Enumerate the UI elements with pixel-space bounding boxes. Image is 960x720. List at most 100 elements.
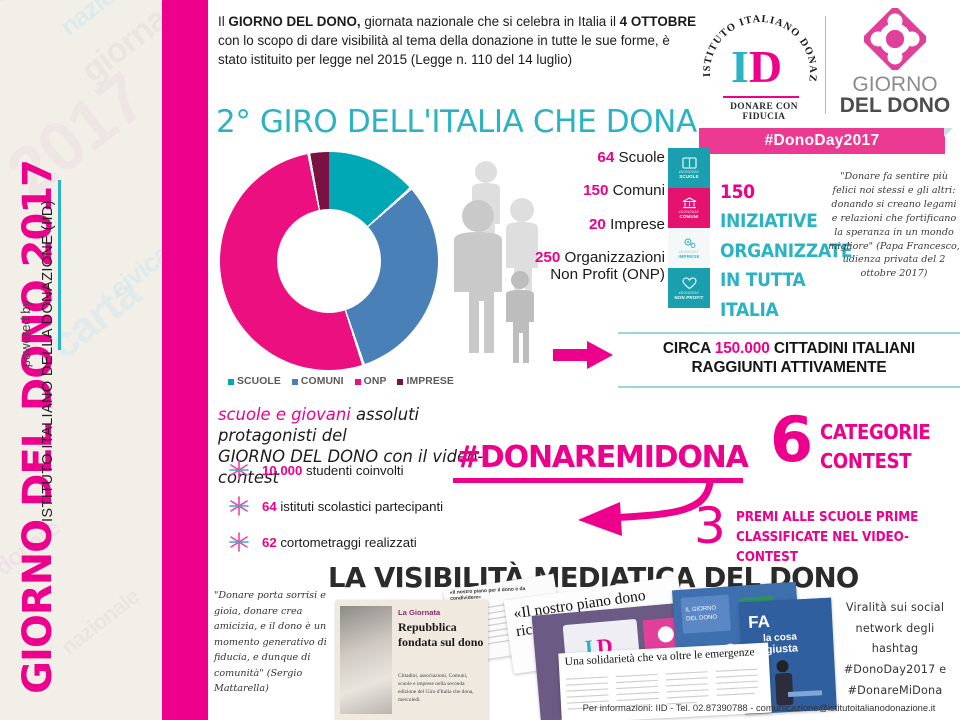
badge-top-imprese: #DONODAY — [678, 250, 700, 254]
legend-swatch-imprese — [397, 378, 404, 385]
badge-top-nonprofit: #DONODAY — [678, 290, 700, 295]
bullet-text-2: 64 istituti scolastici partecipanti — [262, 499, 443, 514]
legend-label-imprese: IMPRESE — [406, 376, 454, 387]
donut-hole — [277, 209, 381, 313]
sg-highlight: scuole e giovani — [218, 405, 351, 424]
chart-legend: SCUOLE COMUNI ONP IMPRESE — [228, 376, 454, 387]
iid-arc-text-icon: ISTITUTO ITALIANO DONAZIONE — [701, 12, 817, 83]
badge-top-scuole: #DONODAY — [678, 170, 700, 174]
contest-three-text: PREMI ALLE SCUOLE PRIME CLASSIFICATE NEL… — [736, 508, 960, 568]
asterisk-icon — [229, 460, 249, 480]
logo-rule — [723, 96, 799, 98]
badge-top-comuni: #DONODAY — [678, 210, 700, 214]
circa-rule-bottom — [618, 386, 960, 388]
virality-block: Viralità sui social network degli hashta… — [832, 598, 958, 702]
virality-line3: hashtag — [871, 642, 919, 656]
text-columns-icon — [565, 668, 759, 710]
stat-label-comuni: Comuni — [612, 182, 665, 200]
circa-rule-top — [618, 332, 960, 334]
legend-item-comuni: COMUNI — [291, 376, 344, 387]
arrow-right-icon — [553, 341, 613, 369]
badge-comuni: #DONODAY COMUNI — [668, 188, 710, 228]
stats-list: 64 Scuole 150 Comuni 20 Imprese 250 Orga… — [500, 149, 665, 300]
giorno-del-dono-logo: GIORNO DEL DONO — [839, 5, 951, 118]
bullet-num-2: 64 — [262, 498, 277, 514]
clipping-newspaper-a: La Giornata Repubblica fondata sul dono … — [336, 600, 488, 720]
stat-num-imprese: 20 — [588, 215, 606, 233]
donut-chart: SCUOLE COMUNI ONP IMPRESE — [216, 152, 454, 387]
heart-icon — [681, 276, 697, 289]
logo-divider — [825, 16, 827, 114]
hashtag-underline — [453, 478, 743, 483]
stat-imprese: 20 Imprese — [500, 215, 665, 233]
arrow-curved-left-icon — [578, 481, 714, 536]
bullet-label-3: cortometraggi realizzati — [276, 534, 417, 550]
virality-line2: network degli — [855, 621, 935, 635]
stat-label-onp: Organizzazioni — [564, 249, 665, 267]
svg-text:DEL DONO: DEL DONO — [686, 614, 718, 622]
intro-a: Il — [218, 14, 229, 29]
contest-three-line1: PREMI ALLE SCUOLE PRIME — [736, 510, 919, 525]
badge-nonprofit: #DONODAY NON PROFIT — [668, 268, 710, 308]
bullet-item-1: 10.000 studenti coinvolti — [228, 452, 518, 488]
bullet-num-1: 10.000 — [262, 462, 303, 478]
donut-ring — [220, 152, 438, 370]
iniziative-num: 150 — [720, 181, 755, 203]
iid-monogram: ID — [731, 44, 782, 90]
contact-footer: Per informazioni: IID - Tel. 02.87390788… — [582, 702, 936, 713]
intro-c: giornata nazionale che si celebra in Ita… — [360, 14, 620, 29]
legend-item-onp: ONP — [354, 376, 387, 387]
clipping-a-headline: Repubblica fondata sul dono — [398, 620, 484, 649]
stat-comuni: 150 Comuni — [500, 183, 665, 199]
badge-imprese: #DONODAY IMPRESE — [668, 228, 710, 268]
circa-pre: CIRCA — [662, 340, 715, 357]
logo-row: ISTITUTO ITALIANO DONAZIONE ID DONARE CO… — [695, 4, 953, 124]
stat-label-onp-2: Non Profit (ONP) — [550, 265, 665, 283]
virality-line5: #DonareMiDona — [847, 683, 943, 697]
bullet-item-2: 64 istituti scolastici partecipanti — [228, 488, 518, 524]
contest-three-number: 3 — [694, 497, 726, 555]
asterisk-icon — [229, 496, 249, 516]
iniziative-line2: ORGANIZZATE — [720, 239, 853, 262]
iniziative-w1: INIZIATIVE — [720, 210, 818, 233]
stat-num-onp: 250 — [534, 249, 561, 267]
legend-swatch-onp — [354, 378, 361, 385]
hashtag-ribbon: #DonoDay2017 — [699, 128, 945, 154]
asterisk-icon — [229, 532, 249, 552]
contest-six-line1: CATEGORIE — [820, 420, 931, 444]
intro-bold-gdd: GIORNO DEL DONO, — [228, 14, 361, 29]
clipping-newspaper-e: Una solidarietà che va oltre le emergenz… — [558, 642, 772, 720]
section-headline-giro: 2° GIRO DELL'ITALIA CHE DONA — [216, 104, 697, 140]
iid-logo: ISTITUTO ITALIANO DONAZIONE ID DONARE CO… — [701, 12, 819, 122]
ribbon-fold-icon — [944, 128, 953, 137]
logo-tagline: DONARE CON FIDUCIA — [730, 102, 798, 122]
badge-scuole: #DONODAY SCUOLE — [668, 148, 710, 188]
book-icon — [681, 157, 697, 169]
stat-num-scuole: 64 — [597, 149, 615, 166]
legend-label-comuni: COMUNI — [300, 376, 344, 387]
stat-num-comuni: 150 — [583, 182, 609, 200]
bank-icon — [682, 197, 696, 209]
watermark-8: nazionale — [56, 583, 144, 660]
hashtag-donaremidona: #DONAREMIDONA — [456, 440, 749, 475]
institute-name: ISTITUTO ITALIANO DELLA DONAZIONE (IID) — [40, 200, 56, 523]
letter-i: I — [731, 41, 749, 92]
circa-post: CITTADINI ITALIANI — [769, 340, 916, 357]
iniziative-line3: IN TUTTA ITALIA — [720, 269, 806, 321]
stat-onp: 250 Organizzazioni Non Profit (ONP) — [500, 250, 665, 283]
scuole-giovani-text: scuole e giovani assoluti protagonisti d… — [218, 404, 518, 488]
gears-icon — [684, 238, 695, 248]
badge-label-comuni: COMUNI — [679, 214, 699, 219]
gdd-line2: DEL DONO — [839, 94, 951, 118]
stat-label-imprese: Imprese — [610, 215, 665, 233]
gdd-line1: GIORNO — [852, 73, 938, 96]
bullet-label-2: istituti scolastici partecipanti — [276, 498, 444, 514]
badge-label-scuole: SCUOLE — [679, 174, 699, 179]
legend-label-onp: ONP — [363, 376, 387, 387]
powered-by-label: powered by — [18, 300, 33, 368]
bullet-text-1: 10.000 studenti coinvolti — [262, 463, 404, 478]
quote-pope: "Donare fa sentire più felici noi stessi… — [828, 171, 960, 280]
letter-d: D — [748, 41, 783, 92]
badge-tiles: #DONODAY SCUOLE #DONODAY COMUNI #DONODAY… — [668, 148, 710, 308]
